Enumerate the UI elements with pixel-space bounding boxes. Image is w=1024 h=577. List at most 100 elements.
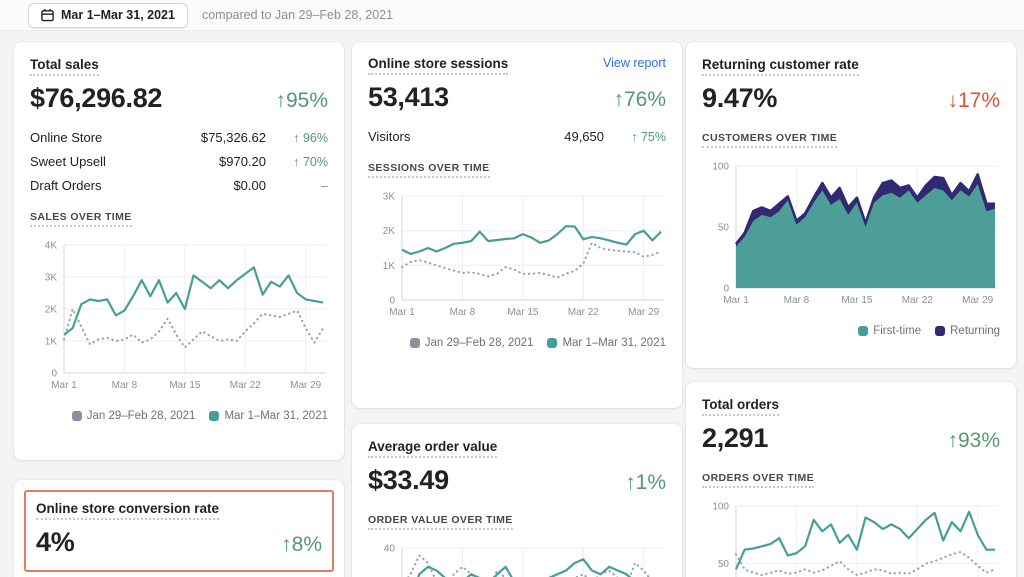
svg-text:50: 50: [718, 223, 730, 234]
row-value: $75,326.62: [200, 130, 266, 145]
svg-text:3K: 3K: [45, 273, 58, 284]
row-label: Sweet Upsell: [30, 154, 106, 169]
svg-text:Mar 1: Mar 1: [723, 295, 749, 306]
svg-text:3K: 3K: [383, 192, 396, 203]
svg-text:Mar 29: Mar 29: [290, 380, 322, 391]
svg-text:100: 100: [712, 502, 729, 513]
legend-current: Mar 1–Mar 31, 2021: [547, 337, 666, 349]
svg-text:Mar 8: Mar 8: [784, 295, 810, 306]
row-label: Visitors: [368, 129, 411, 144]
svg-text:Mar 29: Mar 29: [962, 295, 994, 306]
card-title: Online store conversion rate: [36, 501, 220, 520]
legend-swatch-teal: [547, 338, 558, 348]
customers-over-time-chart: 0 50 100 Mar 1 Mar 8 Mar 15 Mar 22 Mar 29: [702, 158, 1000, 315]
sessions-value: 53,413: [368, 82, 449, 112]
svg-text:2K: 2K: [383, 226, 396, 237]
legend-swatch-teal: [858, 326, 869, 336]
card-title: Total sales: [30, 57, 99, 76]
sessions-over-time-chart: 0 1K 2K 3K Mar 1 Mar 8 Mar 15 Mar 22 Mar 29: [368, 188, 666, 327]
view-report-link[interactable]: View report: [603, 56, 666, 70]
average-order-value-card: Average order value $33.49 ↑1% ORDER VAL…: [352, 424, 682, 577]
svg-text:0: 0: [51, 369, 57, 380]
legend-label: First-time: [873, 325, 922, 337]
legend-previous: Jan 29–Feb 28, 2021: [409, 337, 534, 349]
svg-text:Mar 8: Mar 8: [450, 307, 476, 318]
aov-delta: ↑1%: [625, 471, 666, 494]
date-range-label: Mar 1–Mar 31, 2021: [61, 8, 175, 22]
svg-text:Mar 22: Mar 22: [902, 295, 934, 306]
svg-text:Mar 15: Mar 15: [841, 295, 873, 306]
svg-text:100: 100: [712, 162, 729, 173]
total-sales-value: $76,296.82: [30, 83, 163, 113]
svg-text:Mar 22: Mar 22: [230, 380, 262, 391]
svg-text:1K: 1K: [383, 261, 396, 272]
svg-text:Mar 15: Mar 15: [169, 380, 201, 391]
legend-label: Jan 29–Feb 28, 2021: [424, 337, 534, 349]
sessions-card: Online store sessions View report 53,413…: [352, 42, 682, 408]
section-header: SALES OVER TIME: [30, 211, 132, 227]
breakdown-row-sweet-upsell: Sweet Upsell $970.20 ↑ 70%: [30, 154, 328, 169]
chart-legend: First-time Returning: [702, 325, 1000, 337]
section-header: CUSTOMERS OVER TIME: [702, 132, 838, 148]
returning-rate-delta: ↓17%: [947, 89, 1000, 112]
orders-delta: ↑93%: [947, 429, 1000, 452]
conversion-rate-delta: ↑8%: [281, 533, 322, 556]
chart-legend: Jan 29–Feb 28, 2021 Mar 1–Mar 31, 2021: [368, 337, 666, 349]
legend-current: Mar 1–Mar 31, 2021: [209, 410, 328, 422]
annotation-highlight-box: Online store conversion rate 4% ↑8%: [24, 490, 334, 572]
legend-swatch-teal: [209, 411, 220, 421]
legend-label: Jan 29–Feb 28, 2021: [86, 410, 196, 422]
svg-text:Mar 22: Mar 22: [568, 307, 600, 318]
svg-text:Mar 29: Mar 29: [628, 307, 660, 318]
svg-text:0: 0: [389, 296, 395, 307]
row-label: Online Store: [30, 130, 103, 145]
comparison-period-label: compared to Jan 29–Feb 28, 2021: [201, 8, 394, 22]
legend-label: Mar 1–Mar 31, 2021: [224, 410, 328, 422]
returning-rate-value: 9.47%: [702, 83, 778, 113]
breakdown-row-visitors: Visitors 49,650 ↑ 75%: [368, 129, 666, 144]
row-delta: ↑ 96%: [293, 130, 328, 145]
aov-value: $33.49: [368, 465, 449, 495]
legend-swatch-gray: [409, 338, 420, 348]
row-delta: ↑ 75%: [631, 129, 666, 144]
chart-legend: Jan 29–Feb 28, 2021 Mar 1–Mar 31, 2021: [30, 410, 328, 422]
legend-swatch-navy: [935, 326, 946, 336]
svg-text:Mar 8: Mar 8: [112, 380, 138, 391]
row-value: $970.20: [219, 154, 266, 169]
legend-previous: Jan 29–Feb 28, 2021: [71, 410, 196, 422]
row-delta: ↑ 70%: [293, 154, 328, 169]
svg-text:Mar 1: Mar 1: [389, 307, 415, 318]
svg-text:40: 40: [384, 544, 396, 555]
total-orders-card: Total orders 2,291 ↑93% ORDERS OVER TIME…: [686, 382, 1016, 577]
sales-breakdown: Online Store $75,326.62 ↑ 96% Sweet Upse…: [30, 130, 328, 193]
total-sales-delta: ↑95%: [275, 89, 328, 112]
row-value: 49,650: [564, 129, 604, 144]
legend-label: Mar 1–Mar 31, 2021: [562, 337, 666, 349]
sessions-delta: ↑76%: [613, 88, 666, 111]
svg-text:2K: 2K: [45, 305, 58, 316]
total-sales-card: Total sales $76,296.82 ↑95% Online Store…: [14, 42, 344, 460]
row-value: $0.00: [233, 178, 266, 193]
orders-value: 2,291: [702, 423, 769, 453]
conversion-rate-value: 4%: [36, 527, 75, 557]
sales-over-time-chart: 0 1K 2K 3K 4K Mar 1 Mar 8 Mar 15 Mar 22 Mar 29: [30, 237, 328, 400]
legend-first-time: First-time: [858, 325, 921, 337]
row-label: Draft Orders: [30, 178, 102, 193]
card-title: Total orders: [702, 397, 780, 416]
svg-text:Mar 15: Mar 15: [507, 307, 539, 318]
conversion-rate-card: Online store conversion rate 4% ↑8% CONV…: [14, 480, 344, 577]
legend-label: Returning: [950, 325, 1000, 337]
svg-text:0: 0: [723, 284, 729, 295]
date-range-button[interactable]: Mar 1–Mar 31, 2021: [28, 2, 188, 28]
breakdown-row-online-store: Online Store $75,326.62 ↑ 96%: [30, 130, 328, 145]
calendar-icon: [41, 8, 54, 22]
card-title: Online store sessions: [368, 56, 509, 75]
section-header: SESSIONS OVER TIME: [368, 162, 490, 178]
section-header: ORDERS OVER TIME: [702, 472, 814, 488]
svg-text:1K: 1K: [45, 337, 58, 348]
svg-text:50: 50: [718, 559, 730, 570]
svg-text:4K: 4K: [45, 241, 58, 252]
